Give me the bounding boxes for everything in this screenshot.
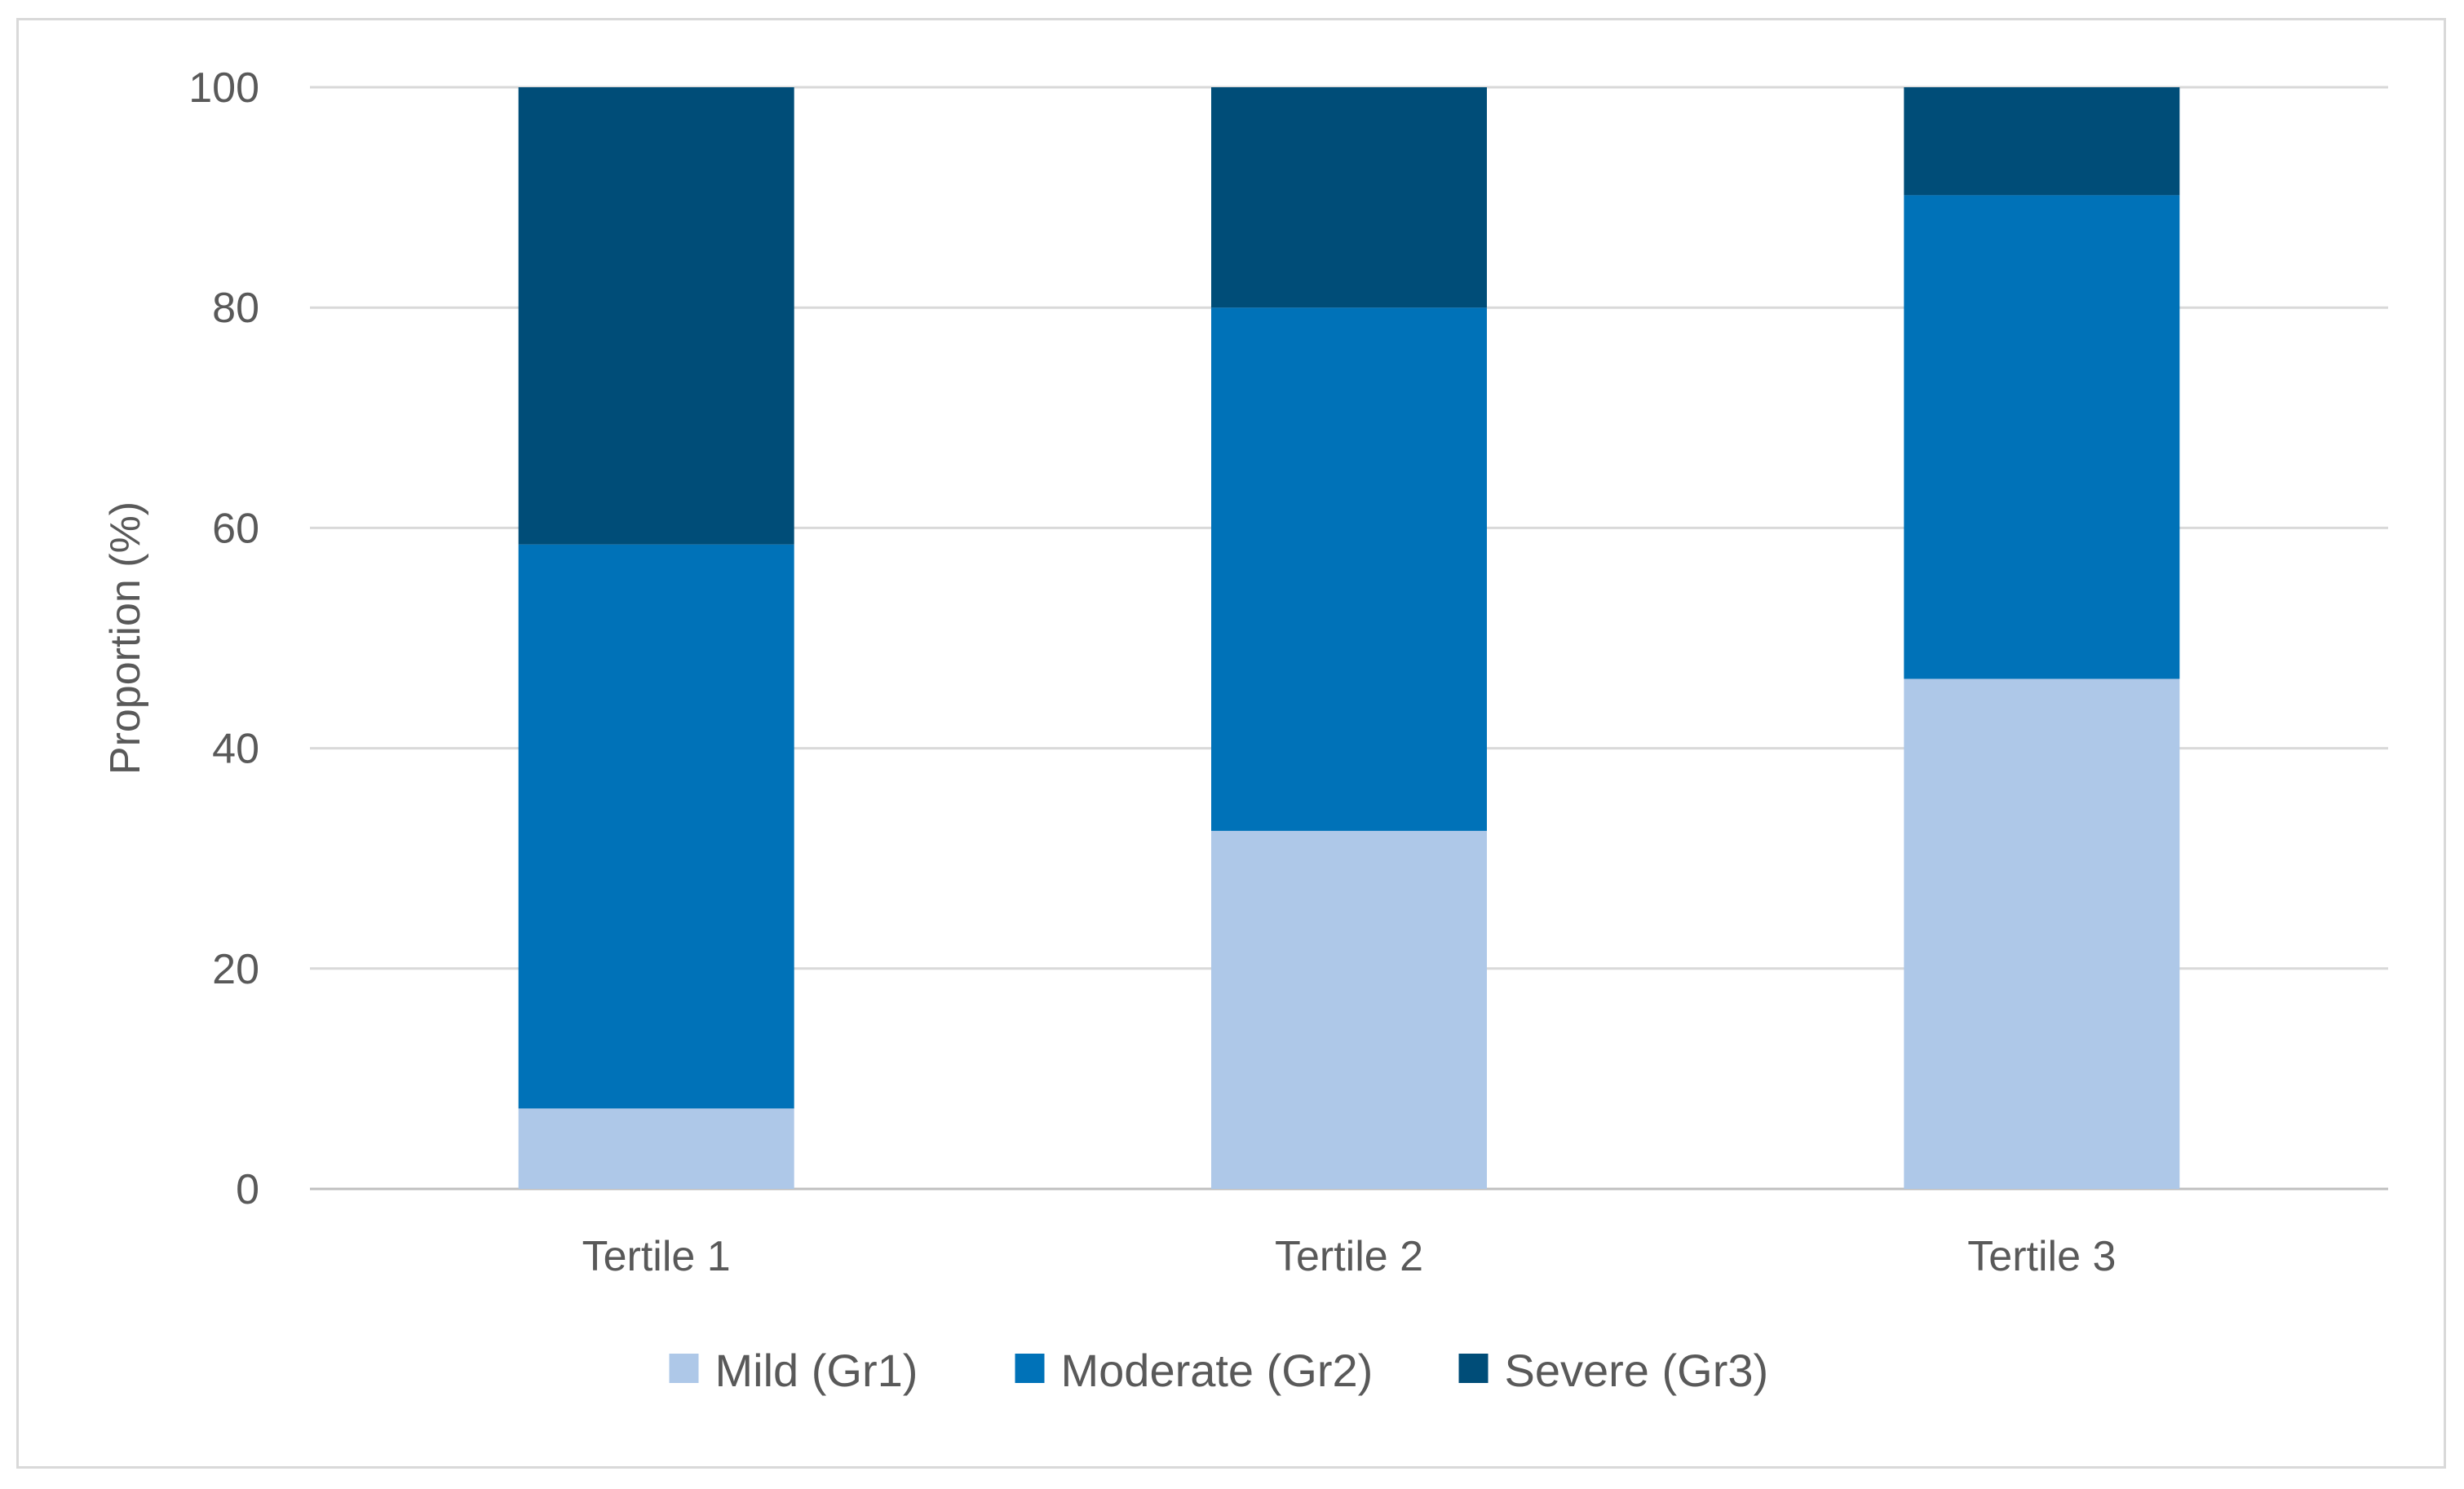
legend: Mild (Gr1) Moderate (Gr2) Severe (Gr3) — [669, 1345, 1769, 1396]
y-tick-label-0: 0 — [236, 1166, 259, 1213]
bar-2-series-3 — [1211, 87, 1487, 308]
y-tick-label-100: 100 — [188, 64, 259, 112]
bars — [518, 87, 2180, 1189]
legend-label-2: Moderate (Gr2) — [1061, 1345, 1374, 1396]
x-tick-label-3: Tertile 3 — [1967, 1233, 2116, 1280]
bar-2-series-1 — [1211, 830, 1487, 1189]
x-tick-label-1: Tertile 1 — [582, 1233, 731, 1280]
y-tick-label-40: 40 — [212, 726, 259, 773]
legend-swatch-2 — [1015, 1354, 1045, 1383]
chart-frame: 0 20 40 60 80 100 Tertile 1 Tertile 2 Tertile 3 … — [16, 18, 2446, 1469]
axes: 0 20 40 60 80 100 Tertile 1 Tertile 2 Tertile 3 — [188, 64, 2116, 1280]
y-tick-label-20: 20 — [212, 946, 259, 993]
bar-1-series-2 — [518, 544, 794, 1109]
legend-label-3: Severe (Gr3) — [1505, 1345, 1769, 1396]
legend-swatch-3 — [1458, 1354, 1489, 1383]
bar-1-series-1 — [518, 1108, 794, 1189]
legend-label-1: Mild (Gr1) — [715, 1345, 918, 1396]
y-axis-title: Proportion (%) — [102, 501, 149, 775]
bar-3-series-1 — [1904, 678, 2180, 1189]
y-tick-label-80: 80 — [212, 285, 259, 332]
bar-1-series-3 — [518, 87, 794, 545]
bar-2-series-2 — [1211, 307, 1487, 831]
bar-3-series-2 — [1904, 195, 2180, 679]
bar-3-series-3 — [1904, 87, 2180, 196]
y-tick-label-60: 60 — [212, 505, 259, 552]
x-tick-label-2: Tertile 2 — [1275, 1233, 1423, 1280]
legend-swatch-1 — [669, 1354, 699, 1383]
